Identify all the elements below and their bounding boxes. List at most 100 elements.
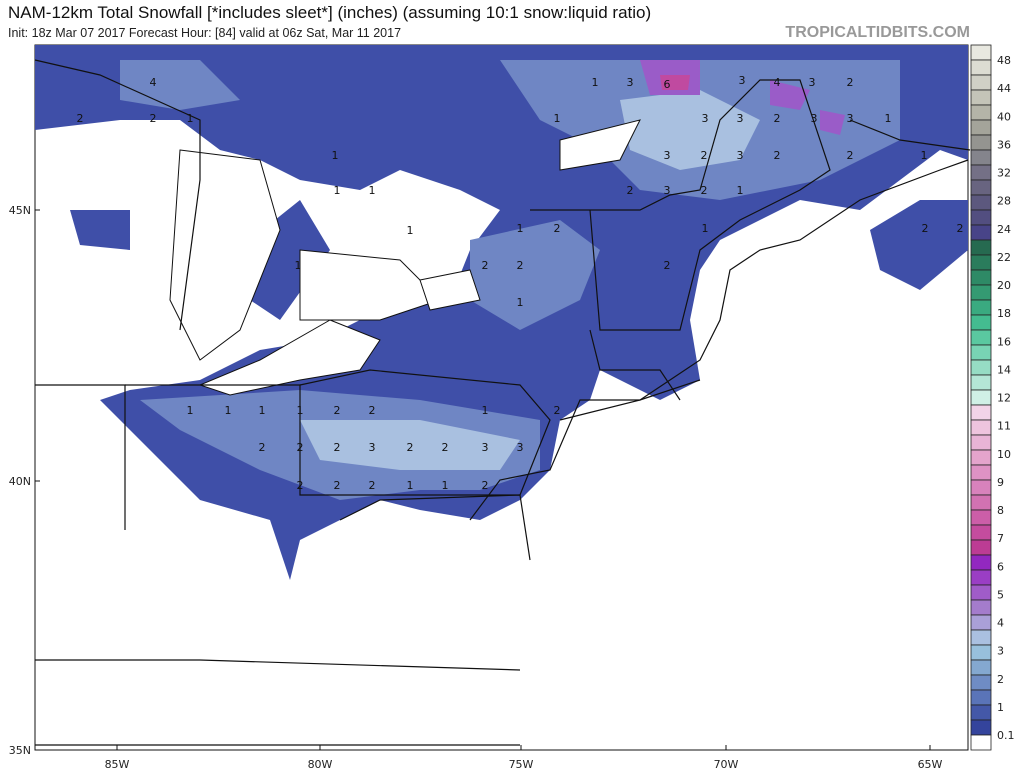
- colorbar-label: 20: [997, 279, 1011, 292]
- colorbar-segment: [970, 404, 992, 421]
- snow-amount-label: 1: [885, 112, 892, 125]
- colorbar-segment: [970, 479, 992, 496]
- brand-logo: TROPICALTIDBITS.COM: [785, 24, 970, 41]
- colorbar-segment: [970, 524, 992, 541]
- snow-amount-label: 2: [334, 479, 341, 492]
- snowfall-area: [300, 420, 520, 470]
- colorbar-segment: [970, 449, 992, 466]
- snow-amount-label: 2: [517, 259, 524, 272]
- snow-amount-label: 3: [627, 76, 634, 89]
- state-boundary: [299, 369, 551, 496]
- state-boundary: [849, 119, 971, 151]
- snow-amount-label: 2: [442, 441, 449, 454]
- colorbar-segment: [970, 704, 992, 721]
- colorbar-segment: [970, 149, 992, 166]
- colorbar-label: 8: [997, 504, 1004, 517]
- snow-amount-label: 2: [701, 184, 708, 197]
- snow-amount-label: 1: [442, 479, 449, 492]
- map-subtitle: Init: 18z Mar 07 2017 Forecast Hour: [84…: [8, 26, 402, 40]
- longitude-label: 70W: [714, 758, 739, 771]
- colorbar-segment: [970, 74, 992, 91]
- colorbar-segment: [970, 464, 992, 481]
- colorbar-label: 7: [997, 532, 1004, 545]
- colorbar-segment: [970, 644, 992, 661]
- colorbar-label: 18: [997, 307, 1011, 320]
- snow-amount-label: 3: [482, 441, 489, 454]
- snow-amount-label: 2: [847, 149, 854, 162]
- colorbar-segment: [970, 494, 992, 511]
- colorbar-segment: [970, 329, 992, 346]
- colorbar-segment: [970, 44, 992, 61]
- snow-amount-label: 1: [407, 224, 414, 237]
- colorbar-segment: [970, 284, 992, 301]
- snow-amount-label: 1: [592, 76, 599, 89]
- colorbar-segment: [970, 314, 992, 331]
- longitude-label: 80W: [308, 758, 333, 771]
- snow-amount-label: 2: [297, 479, 304, 492]
- snow-amount-label: 2: [259, 441, 266, 454]
- colorbar-label: 36: [997, 138, 1011, 151]
- colorbar-label: 9: [997, 476, 1004, 489]
- snow-amount-label: 4: [150, 76, 157, 89]
- colorbar-segment: [970, 209, 992, 226]
- snow-amount-label: 3: [664, 184, 671, 197]
- colorbar: 4844403632282422201816141211109876543210…: [970, 44, 1015, 751]
- snowfall-area: [470, 220, 600, 330]
- colorbar-segment: [970, 299, 992, 316]
- colorbar-label: 12: [997, 392, 1011, 405]
- snow-amount-label: 2: [334, 441, 341, 454]
- snow-amount-label: 3: [737, 112, 744, 125]
- colorbar-segment: [970, 689, 992, 706]
- snow-amount-label: 2: [922, 222, 929, 235]
- colorbar-segment: [970, 59, 992, 76]
- snow-amount-label: 2: [847, 76, 854, 89]
- colorbar-segment: [970, 584, 992, 601]
- colorbar-segment: [970, 119, 992, 136]
- snowfall-area: [770, 80, 810, 110]
- snow-amount-label: 6: [664, 78, 671, 91]
- colorbar-segment: [970, 344, 992, 361]
- snow-amount-label: 3: [739, 74, 746, 87]
- colorbar-segment: [970, 599, 992, 616]
- colorbar-segment: [970, 179, 992, 196]
- colorbar-segment: [970, 104, 992, 121]
- snow-amount-label: 1: [737, 184, 744, 197]
- colorbar-label: 10: [997, 448, 1011, 461]
- snowfall-area: [820, 110, 845, 135]
- snow-amount-label: 1: [369, 184, 376, 197]
- snow-amount-label: 3: [517, 441, 524, 454]
- latitude-label: 45N: [9, 204, 31, 217]
- snow-amount-label: 2: [297, 441, 304, 454]
- colorbar-segment: [970, 554, 992, 571]
- snowfall-area: [660, 75, 690, 90]
- snow-amount-label: 1: [407, 479, 414, 492]
- snow-amount-label: 1: [225, 404, 232, 417]
- snowfall-area: [870, 200, 968, 290]
- colorbar-label: 16: [997, 335, 1011, 348]
- snow-amount-label: 1: [187, 112, 194, 125]
- snow-amount-label: 2: [150, 112, 157, 125]
- snow-amount-label: 3: [737, 149, 744, 162]
- snow-amount-label: 1: [187, 404, 194, 417]
- colorbar-label: 1: [997, 701, 1004, 714]
- snow-amount-label: 3: [809, 76, 816, 89]
- colorbar-segment: [970, 629, 992, 646]
- colorbar-label: 28: [997, 195, 1011, 208]
- coastline: [469, 159, 969, 521]
- snow-amount-label: 2: [627, 184, 634, 197]
- colorbar-segment: [970, 719, 992, 736]
- snow-amount-label: 2: [369, 479, 376, 492]
- colorbar-label: 5: [997, 588, 1004, 601]
- colorbar-label: 4: [997, 617, 1004, 630]
- latitude-label: 35N: [9, 744, 31, 757]
- snow-amount-label: 2: [482, 259, 489, 272]
- colorbar-label: 24: [997, 223, 1011, 236]
- colorbar-label: 32: [997, 167, 1011, 180]
- colorbar-segment: [970, 434, 992, 451]
- colorbar-segment: [970, 224, 992, 241]
- snow-amount-label: 2: [774, 149, 781, 162]
- colorbar-label: 0.1: [997, 729, 1015, 742]
- snow-amount-label: 1: [517, 222, 524, 235]
- latitude-label: 40N: [9, 475, 31, 488]
- snow-amount-label: 1: [297, 404, 304, 417]
